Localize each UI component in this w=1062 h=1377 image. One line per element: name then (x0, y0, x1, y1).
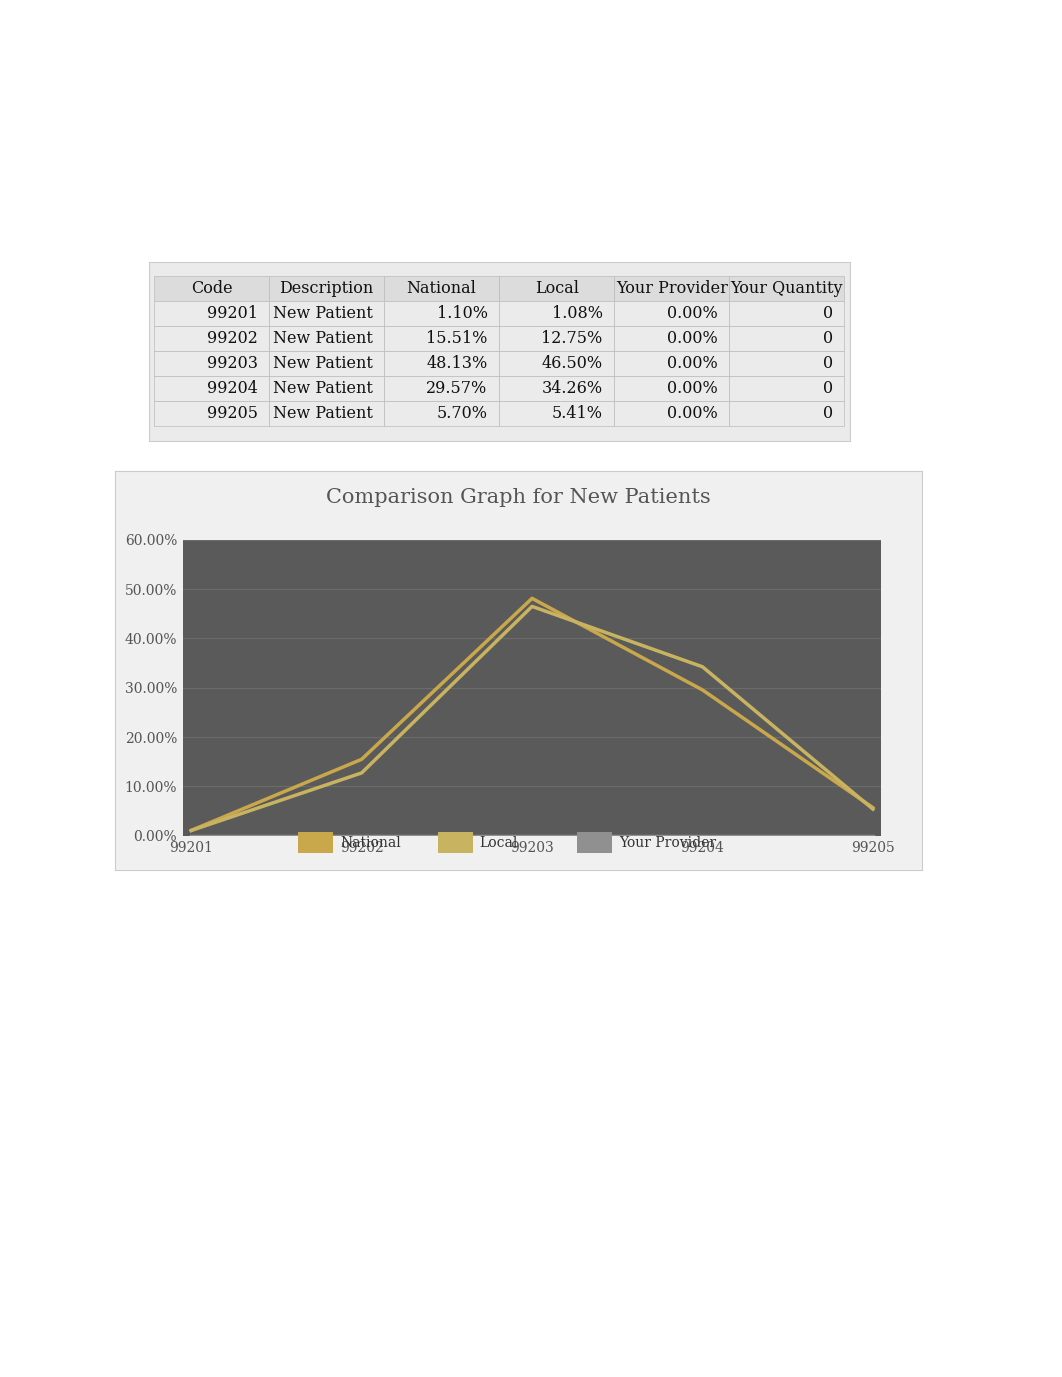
Bar (438, 832, 473, 854)
Local (185, 822, 198, 839)
Line: National: National (191, 599, 873, 830)
Your Provider (696, 828, 708, 844)
Your Provider (185, 828, 198, 844)
Local (356, 764, 369, 781)
Your Provider (356, 828, 369, 844)
Text: Local: Local (480, 836, 518, 850)
Local (867, 801, 879, 818)
National (185, 822, 198, 839)
Your Provider (526, 828, 538, 844)
National (696, 682, 708, 698)
Bar (578, 832, 613, 854)
Text: Your Provider: Your Provider (619, 836, 717, 850)
Local (526, 598, 538, 614)
Text: National: National (340, 836, 400, 850)
National (867, 800, 879, 817)
Text: Comparison Graph for New Patients: Comparison Graph for New Patients (326, 487, 710, 507)
National (356, 750, 369, 767)
National (526, 591, 538, 607)
Your Provider (867, 828, 879, 844)
Line: Local: Local (191, 606, 873, 830)
Bar (298, 832, 332, 854)
Local (696, 658, 708, 675)
